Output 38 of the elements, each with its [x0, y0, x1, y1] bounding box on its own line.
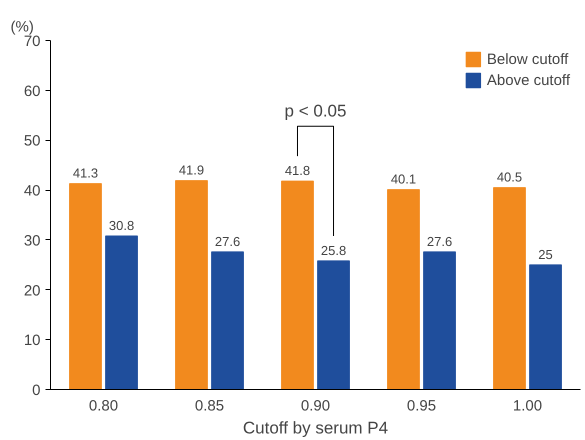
- bar: [423, 251, 456, 390]
- y-tick-label: 0: [32, 382, 40, 399]
- bar: [529, 264, 562, 390]
- x-tick-label: 0.85: [194, 398, 224, 414]
- bar: [175, 180, 208, 390]
- x-tick-label: 0.80: [88, 398, 118, 414]
- bar: [105, 235, 138, 390]
- data-label: 27.6: [426, 234, 452, 249]
- data-label: 41.9: [178, 162, 204, 178]
- data-label: 30.8: [108, 218, 134, 233]
- y-tick-label: 60: [24, 82, 41, 100]
- y-tick-label: 70: [24, 33, 41, 50]
- bar: [317, 260, 350, 390]
- legend-label: Above cutoff: [486, 72, 570, 88]
- y-axis-title: (%): [10, 18, 34, 36]
- data-label: 27.6: [214, 234, 240, 249]
- x-tick-label: 0.90: [300, 398, 330, 414]
- data-label: 25.8: [320, 242, 346, 258]
- annotation: p < 0.05: [284, 101, 346, 120]
- bar: [211, 251, 244, 390]
- y-tick-label: 20: [24, 282, 41, 300]
- x-tick-label: 1.00: [512, 398, 542, 414]
- data-label: 41.3: [72, 166, 98, 181]
- y-tick-label: 50: [24, 132, 41, 150]
- bar: [387, 189, 420, 390]
- data-label: 41.8: [284, 163, 310, 178]
- x-tick-label: 0.95: [406, 398, 436, 414]
- data-label: 40.5: [496, 170, 522, 185]
- bar: [281, 180, 314, 390]
- data-label: 25: [538, 246, 553, 262]
- y-tick-label: 30: [24, 232, 41, 250]
- y-tick-label: 40: [24, 182, 41, 200]
- bar: [69, 183, 102, 390]
- data-label: 40.1: [390, 172, 416, 187]
- bar: [493, 187, 526, 390]
- x-axis-title: Cutoff by serum P4: [242, 418, 388, 438]
- legend-label: Below cutoff: [486, 50, 568, 68]
- y-tick-label: 10: [24, 332, 41, 350]
